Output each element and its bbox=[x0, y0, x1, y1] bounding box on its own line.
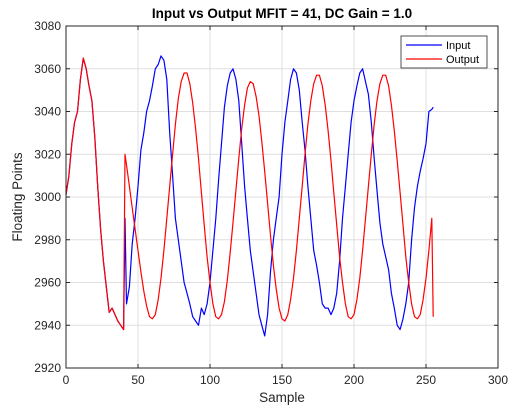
y-tick-label: 2940 bbox=[34, 318, 61, 332]
x-tick-label: 250 bbox=[416, 373, 436, 387]
y-tick-label: 3080 bbox=[34, 19, 61, 33]
ticks: 0 50 100 150 200 250 300 2920 2940 2960 2980 3000 30… bbox=[34, 19, 508, 387]
x-axis-label: Sample bbox=[259, 390, 305, 405]
x-tick-label: 0 bbox=[63, 373, 70, 387]
y-tick-label: 3060 bbox=[34, 62, 61, 76]
x-tick-label: 150 bbox=[272, 373, 292, 387]
series-layer bbox=[65, 55, 434, 337]
y-tick-label: 3040 bbox=[34, 105, 61, 119]
y-tick-label: 2960 bbox=[34, 276, 61, 290]
y-axis-label: Floating Points bbox=[10, 152, 25, 242]
y-tick-label: 2980 bbox=[34, 233, 61, 247]
y-tick-label: 2920 bbox=[34, 361, 61, 375]
x-tick-label: 200 bbox=[344, 373, 364, 387]
legend-label-input: Input bbox=[446, 40, 470, 52]
x-tick-label: 100 bbox=[200, 373, 220, 387]
legend-box bbox=[400, 35, 488, 69]
legend: Input Output bbox=[400, 35, 488, 69]
x-tick-label: 50 bbox=[131, 373, 145, 387]
y-tick-label: 3000 bbox=[34, 190, 61, 204]
x-tick-label: 300 bbox=[488, 373, 508, 387]
series-line-output bbox=[65, 57, 434, 331]
legend-label-output: Output bbox=[446, 54, 479, 66]
chart-title: Input vs Output MFIT = 41, DC Gain = 1.0 bbox=[152, 6, 412, 21]
y-tick-label: 3020 bbox=[34, 147, 61, 161]
